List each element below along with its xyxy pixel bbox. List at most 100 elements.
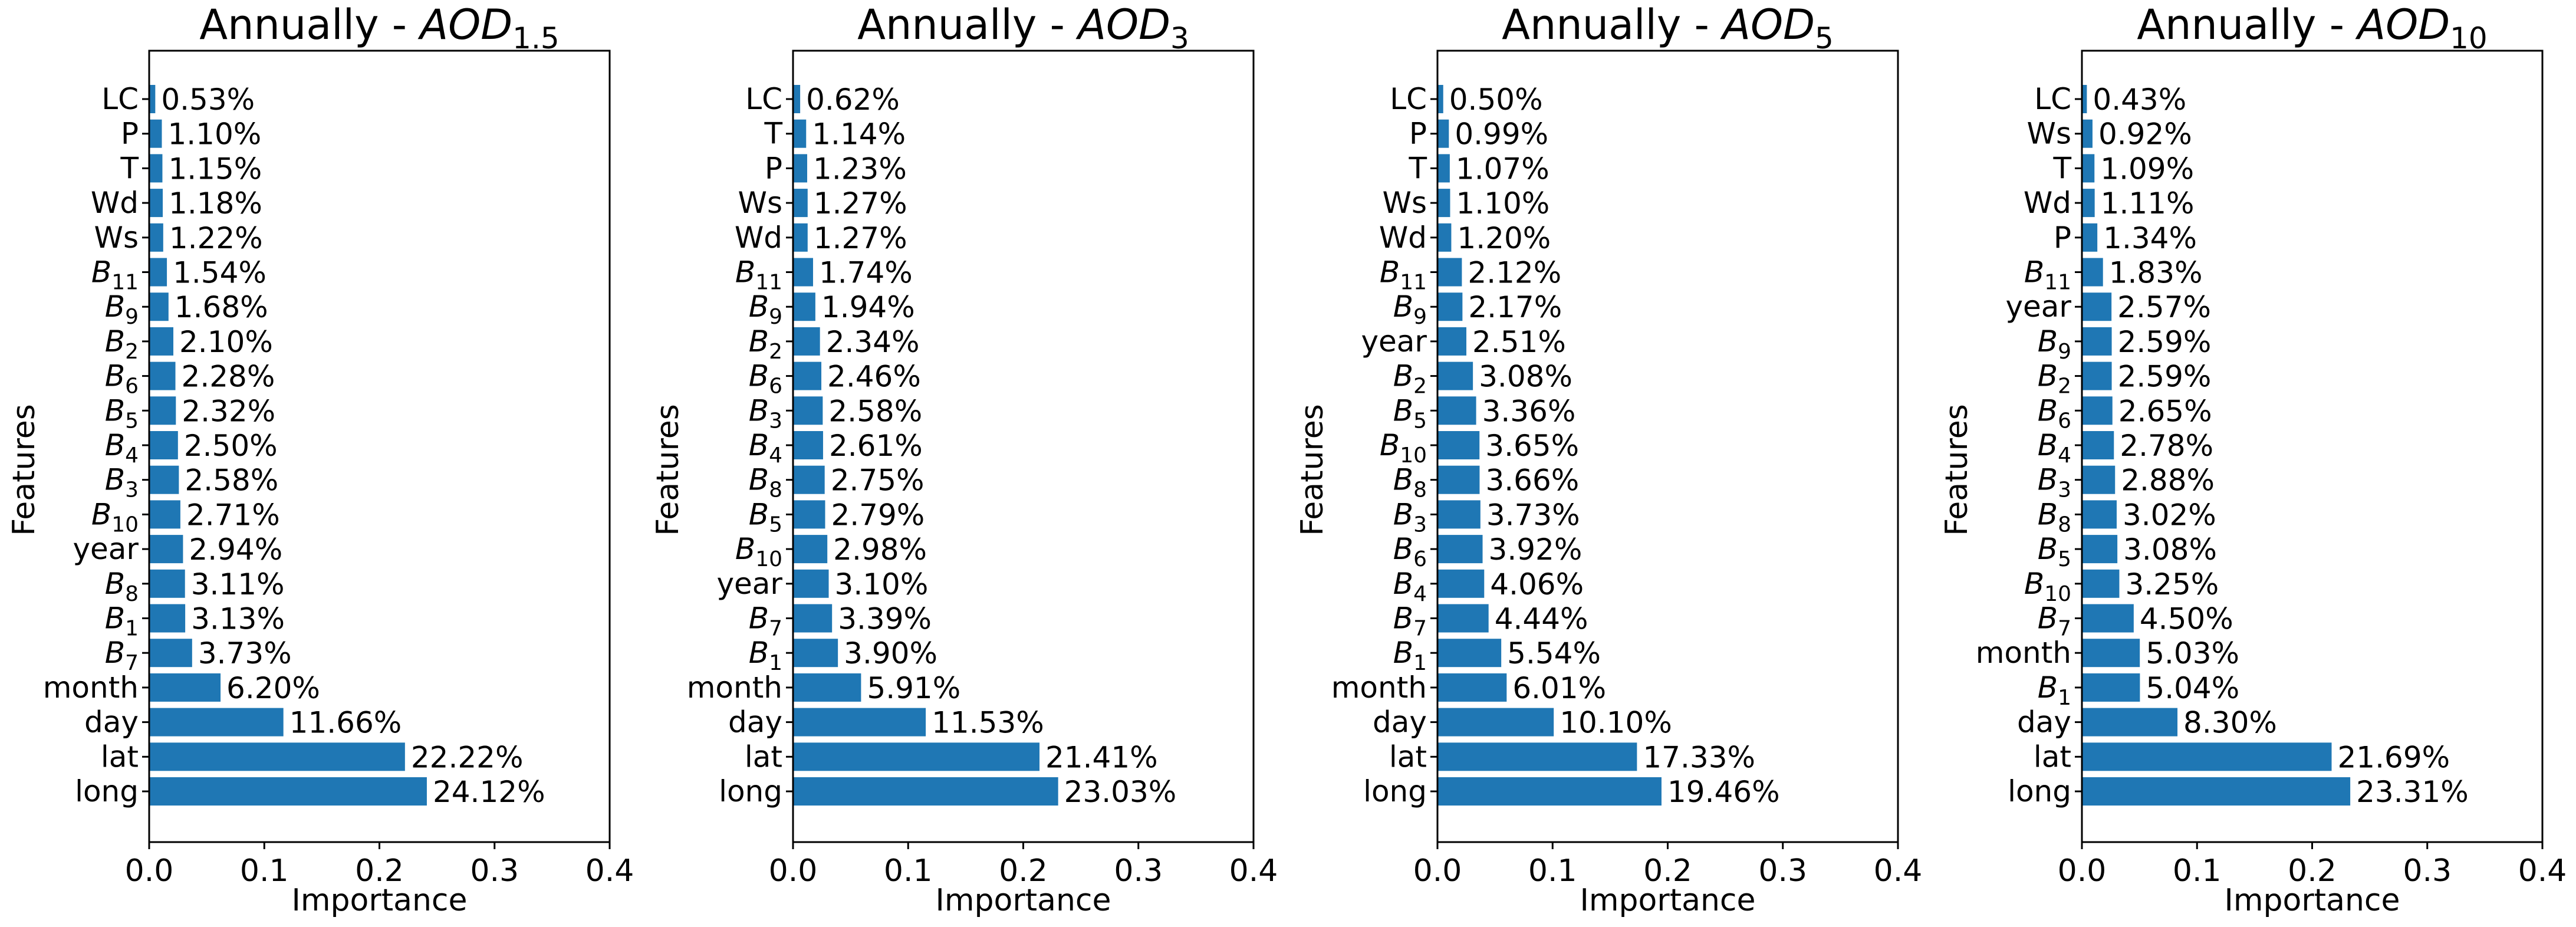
bar [793,777,1058,806]
bar [2082,189,2095,218]
category-label: B7 [2038,601,2071,641]
category-label: Ws [738,186,783,220]
chart-panel-1: Annually - AOD1.5 LC 0.53% P 1.10% T 1.15% Wd 1.… [6,1,634,918]
data-label: 2.78% [2120,429,2213,463]
bar [793,223,808,252]
data-label: 0.50% [1449,83,1543,117]
bar [2082,465,2116,494]
x-tick-label: 0.3 [470,853,519,889]
data-label: 17.33% [1643,740,1755,774]
x-tick-label: 0.0 [1413,853,1462,889]
category-label: B11 [735,255,782,295]
x-tick-label: 0.4 [585,853,634,889]
data-label: 2.75% [831,463,925,498]
x-axis-label: Importance [2225,883,2400,918]
bar [2082,673,2140,702]
category-label: Ws [1383,186,1427,220]
data-label: 3.73% [1486,498,1580,532]
bar [793,465,825,494]
category-label: lat [2034,739,2071,774]
bar [2082,742,2332,771]
data-label: 3.92% [1489,532,1583,567]
x-tick-label: 0.2 [1643,853,1692,889]
category-label: B4 [2038,428,2071,468]
bar [2082,258,2103,287]
data-label: 0.99% [1455,117,1548,152]
category-label: B6 [105,359,139,399]
category-label: B5 [749,497,782,537]
bar [149,604,186,633]
data-label: 3.11% [191,567,285,601]
category-label: T [1408,151,1427,185]
data-label: 3.36% [1482,394,1576,428]
chart-title: Annually - AOD10 [2137,1,2487,55]
category-label: day [84,705,139,739]
bar [2082,292,2112,321]
bar [1437,535,1483,564]
data-label: 5.54% [1507,636,1601,670]
category-label: P [1409,117,1427,151]
category-label: B7 [105,636,139,675]
category-label: year [2005,290,2071,324]
data-label: 1.11% [2101,186,2195,221]
category-label: B3 [1393,497,1427,537]
data-label: 2.65% [2118,394,2212,428]
bar [793,119,807,148]
data-label: 1.27% [814,186,907,221]
category-label: LC [101,82,139,116]
bar [2082,708,2178,737]
category-label: month [687,670,782,705]
bar [793,569,829,598]
data-label: 3.73% [198,636,292,670]
bar [1437,708,1554,737]
x-tick-label: 0.0 [769,853,818,889]
data-label: 1.83% [2109,256,2203,290]
bar [793,189,808,218]
bar [149,500,180,529]
y-axis-label: Features [1939,404,1975,536]
bar [1437,673,1507,702]
data-label: 6.01% [1512,671,1606,705]
category-label: T [120,151,139,185]
category-label: Wd [2024,186,2071,220]
data-label: 0.62% [806,83,900,117]
bar [149,777,427,806]
category-label: long [75,774,139,808]
data-label: 10.10% [1560,706,1672,740]
category-label: B1 [1393,636,1427,675]
data-label: 3.66% [1485,463,1579,498]
bar [2082,361,2112,390]
category-label: B5 [1393,393,1427,433]
data-label: 1.34% [2103,221,2197,255]
category-label: B6 [1393,532,1427,571]
bar [2082,639,2140,668]
category-label: day [728,705,782,739]
x-tick-label: 0.4 [1229,853,1278,889]
category-label: B5 [105,393,139,433]
category-label: B10 [1380,428,1427,468]
data-label: 2.58% [828,394,922,428]
data-label: 1.10% [1456,186,1549,221]
data-label: 2.57% [2117,290,2211,324]
bar [149,535,183,564]
data-label: 8.30% [2183,706,2277,740]
category-label: year [1361,324,1427,359]
bar [149,223,163,252]
x-axis-label: Importance [292,883,468,918]
data-label: 3.13% [191,602,285,636]
x-axis-label: Importance [1580,883,1756,918]
category-label: B3 [105,463,139,502]
x-tick-label: 0.2 [355,853,404,889]
data-label: 6.20% [226,671,320,705]
bar [2082,85,2087,113]
bar [149,708,284,737]
category-label: B1 [2038,670,2071,710]
bar [793,292,815,321]
data-label: 4.06% [1490,567,1584,601]
bar [1437,639,1502,668]
bar [1437,223,1452,252]
category-label: LC [2034,82,2071,116]
category-label: month [1976,636,2071,670]
data-label: 1.74% [819,256,913,290]
